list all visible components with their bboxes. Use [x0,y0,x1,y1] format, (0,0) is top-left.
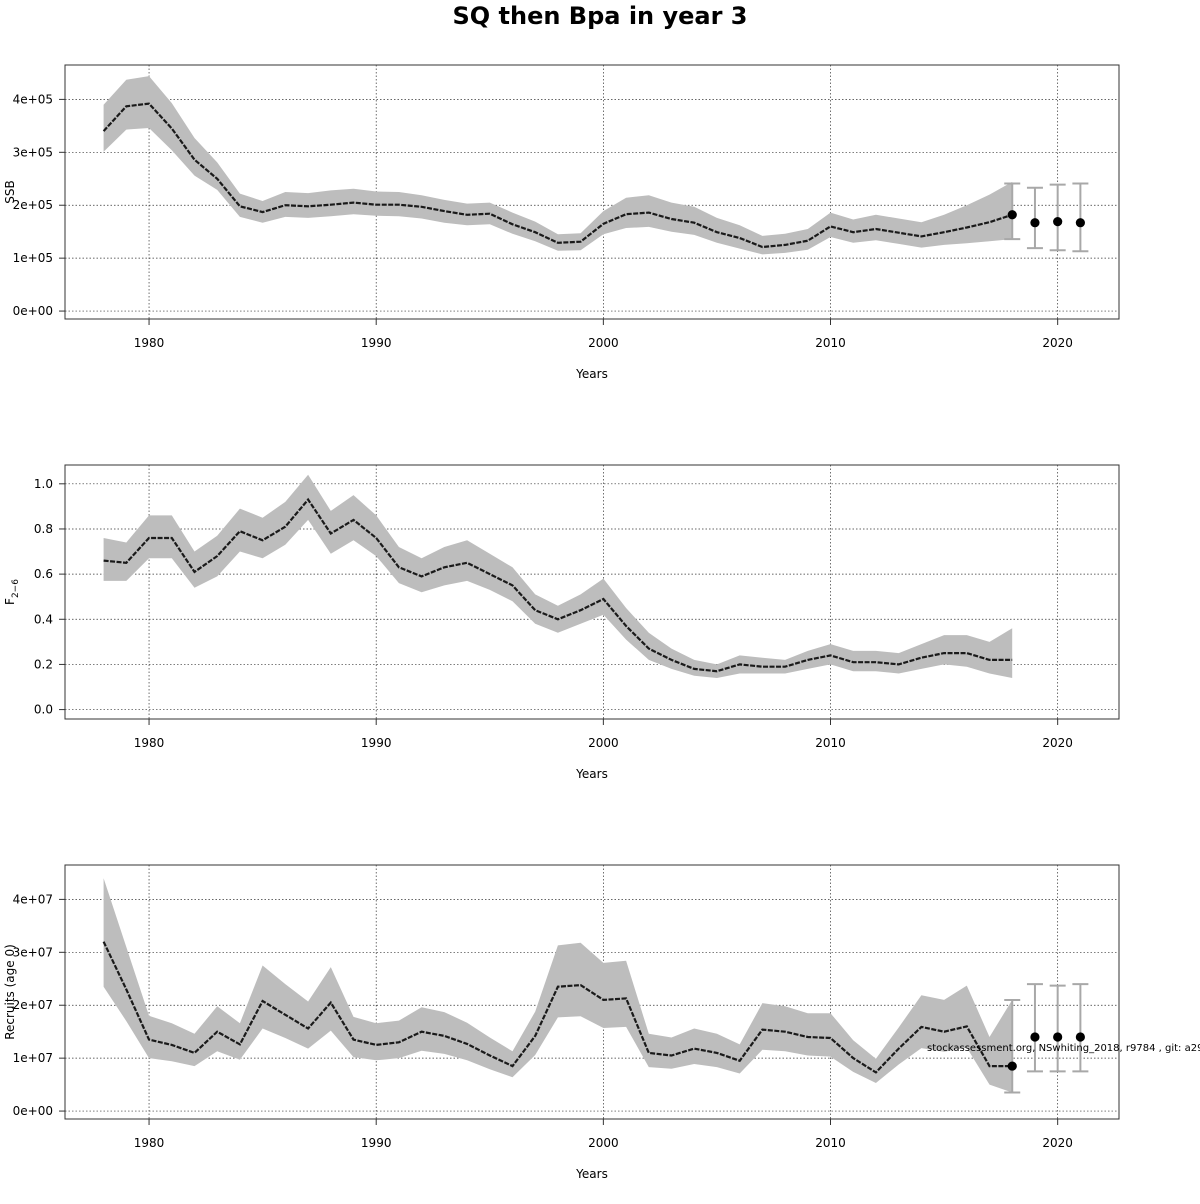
forecast-point [1053,1032,1063,1042]
y-axis-label-subscript: 2−6 [11,579,21,598]
plot-frame [64,464,1120,720]
x-tick-label: 2000 [588,336,619,350]
y-tick-label: 0.8 [34,522,53,536]
fbar-panel: 1980 1990 2000 2010 2020 0.0 0.2 0.4 0.6 0.8 1.0 Ye… [3,464,1120,781]
x-tick-label: 2020 [1042,1136,1073,1150]
x-tick-label: 1990 [361,336,392,350]
confidence-band [103,474,1013,678]
x-tick-label: 2020 [1042,736,1073,750]
y-tick-label: 0.4 [34,612,53,626]
y-tick-label: 1e+07 [13,1051,53,1065]
y-tick-label: 1.0 [34,477,53,491]
plot-frame [64,864,1120,1120]
y-axis-label: SSB [3,180,17,203]
x-axis-label: Years [575,367,608,381]
x-tick-label: 1980 [134,1136,165,1150]
forecast-point [1030,1032,1040,1042]
confidence-band [103,76,1013,255]
estimate-line [102,102,1013,249]
plot-frame [64,64,1120,320]
y-tick-label: 2e+07 [13,998,53,1012]
x-tick-label: 2010 [815,736,846,750]
estimate-line [102,941,1013,1074]
y-tick-label: 0.6 [34,567,53,581]
y-tick-label: 3e+07 [13,945,53,959]
footnote: stockassessment.org, NSwhiting_2018, r97… [927,1043,1200,1054]
x-tick-label: 2000 [588,736,619,750]
chart-title: SQ then Bpa in year 3 [452,2,748,30]
confidence-band [103,878,1013,1093]
y-tick-label: 4e+07 [13,892,53,906]
y-tick-label: 4e+05 [13,92,53,106]
x-tick-label: 1980 [134,736,165,750]
x-tick-label: 2020 [1042,336,1073,350]
forecast-point [1030,218,1040,228]
x-tick-label: 2010 [815,1136,846,1150]
y-tick-label: 0.0 [34,703,53,717]
y-tick-label: 0.2 [34,657,53,671]
forecast-point [1075,218,1085,228]
ssb-panel: 1980 1990 2000 2010 2020 0e+00 1e+05 2e+05 3e+05… [3,64,1120,381]
y-tick-label: 1e+05 [13,251,53,265]
x-tick-label: 1990 [361,1136,392,1150]
x-axis-label: Years [575,767,608,781]
y-axis-label: Recruits (age 0) [3,944,17,1040]
y-tick-label: 0e+00 [13,304,53,318]
x-tick-label: 1980 [134,336,165,350]
x-tick-label: 2010 [815,336,846,350]
forecast-point [1007,210,1017,220]
x-tick-label: 1990 [361,736,392,750]
recruits-panel: 1980 1990 2000 2010 2020 0e+00 1e+07 2e+07 3e+07… [3,864,1120,1181]
y-tick-label: 3e+05 [13,145,53,159]
y-tick-label: 2e+05 [13,198,53,212]
x-tick-label: 2000 [588,1136,619,1150]
estimate-line [103,497,1013,673]
forecast-point [1007,1061,1017,1071]
forecast-point [1075,1032,1085,1042]
y-tick-label: 0e+00 [13,1104,53,1118]
forecast-point [1053,217,1063,227]
x-axis-label: Years [575,1167,608,1181]
y-axis-label: F2−6 [3,579,21,605]
